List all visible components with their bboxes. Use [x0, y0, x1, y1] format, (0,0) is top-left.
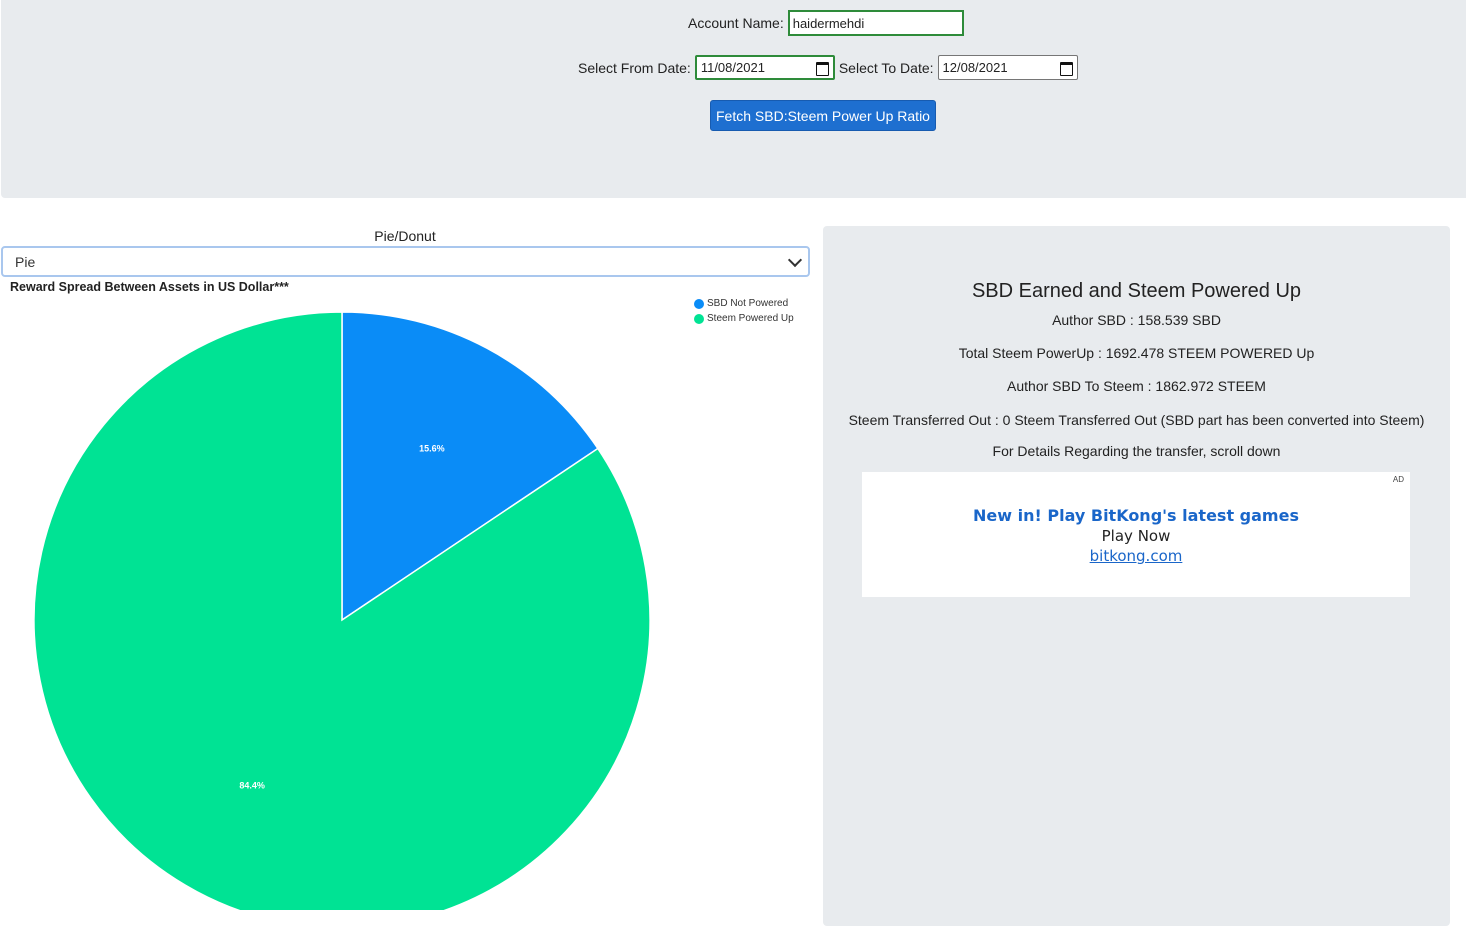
ad-cta[interactable]: Play Now	[1101, 527, 1171, 545]
legend-item[interactable]: Steem Powered Up	[694, 311, 794, 326]
summary-panel: SBD Earned and Steem Powered Up Author S…	[823, 226, 1450, 926]
pie-chart: 15.6% 84.4%	[33, 311, 651, 910]
sbd-to-steem-text: Author SBD To Steem : 1862.972 STEEM	[1007, 378, 1266, 394]
fetch-form-panel	[1, 0, 1466, 198]
chart-title: Reward Spread Between Assets in US Dolla…	[10, 280, 289, 294]
legend-marker	[694, 313, 704, 324]
ad-title[interactable]: New in! Play BitKong's latest games	[973, 506, 1299, 525]
account-name-label: Account Name:	[688, 15, 784, 31]
legend-item[interactable]: SBD Not Powered	[694, 296, 794, 311]
transferred-out-text: Steem Transferred Out : 0 Steem Transfer…	[848, 412, 1425, 428]
legend-label: Steem Powered Up	[707, 313, 794, 324]
calendar-icon[interactable]	[815, 61, 829, 76]
chart-type-label: Pie/Donut	[374, 228, 436, 244]
fetch-ratio-button[interactable]: Fetch SBD:Steem Power Up Ratio	[710, 100, 936, 131]
author-sbd-text: Author SBD : 158.539 SBD	[1052, 312, 1221, 328]
chart-legend: SBD Not Powered Steem Powered Up	[694, 296, 794, 326]
pie-data-label: 84.4%	[239, 780, 265, 790]
ad-link[interactable]: bitkong.com	[1089, 547, 1183, 565]
to-date-input[interactable]: 12/08/2021	[937, 55, 1078, 80]
legend-label: SBD Not Powered	[707, 298, 789, 309]
summary-title: SBD Earned and Steem Powered Up	[971, 280, 1302, 302]
pie-slice[interactable]	[341, 311, 599, 622]
account-row: Account Name: haidermehdi	[688, 10, 964, 36]
pie-data-label: 15.6%	[419, 444, 445, 454]
total-powerup-text: Total Steem PowerUp : 1692.478 STEEM POW…	[958, 345, 1315, 361]
from-date-input[interactable]: 11/08/2021	[694, 55, 835, 80]
to-date-label: Select To Date:	[838, 59, 934, 76]
details-note-text: For Details Regarding the transfer, scro…	[992, 443, 1281, 459]
to-date-value: 12/08/2021	[942, 60, 1008, 75]
from-date-label: Select From Date:	[578, 59, 691, 76]
date-row: Select From Date: 11/08/2021 Select To D…	[578, 55, 1078, 80]
calendar-icon[interactable]	[1059, 61, 1073, 76]
legend-marker	[694, 298, 704, 309]
chevron-down-icon	[787, 252, 803, 268]
chart-type-select[interactable]: Pie	[1, 246, 810, 277]
chart-type-selected: Pie	[15, 253, 36, 270]
from-date-value: 11/08/2021	[700, 60, 765, 75]
ad-banner[interactable]: AD New in! Play BitKong's latest games P…	[862, 472, 1410, 597]
pie-slice[interactable]	[33, 311, 651, 910]
ad-badge[interactable]: AD	[1392, 475, 1404, 484]
account-name-input[interactable]: haidermehdi	[787, 10, 964, 36]
